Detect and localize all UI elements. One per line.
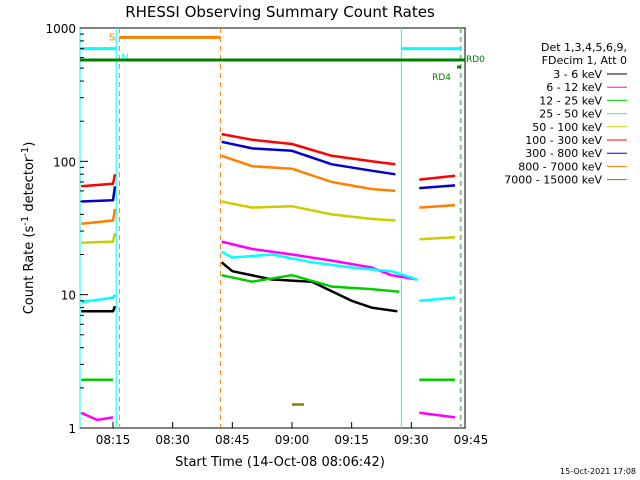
series-line [81,232,117,245]
x-tick-label: 09:30 [394,433,429,447]
timestamp: 15-Oct-2021 17:08 [560,467,636,476]
x-tick-label: 09:00 [275,433,310,447]
series-line [419,203,456,209]
legend-entry-label: 300 - 800 keV [525,147,602,160]
y-tick-label: 100 [53,155,76,169]
y-label-part: Count Rate (s [22,226,37,315]
series-line [419,174,456,181]
legend-header-line: FDecim 1, Att 0 [542,54,627,67]
series-line [221,240,418,281]
series-line [81,293,117,304]
svg-text:Count Rate (s-1 detector-1): Count Rate (s-1 detector-1) [20,142,37,315]
legend-entry-label: 3 - 6 keV [553,68,602,81]
legend-entry-label: 12 - 25 keV [539,94,602,107]
x-tick-label: 09:45 [454,433,489,447]
state-bars: SN RD0 RD4 [80,32,485,83]
state-bar-label: N [121,53,128,64]
x-tick-label: 08:15 [96,433,131,447]
axis-ticks: 08:15 08:30 08:45 09:00 09:15 09:30 09:45 1 10 10… [45,22,488,447]
plot-frame [79,27,466,429]
state-bar-label: S [109,32,115,43]
y-tick-label: 10 [61,289,76,303]
series-line [221,200,396,222]
x-tick-label: 08:45 [215,433,250,447]
mode-boundary-lines [79,28,462,428]
legend-entry-label: 50 - 100 keV [532,121,602,134]
chart-title: RHESSI Observing Summary Count Rates [125,3,435,21]
legend-entry-label: 100 - 300 keV [525,134,602,147]
x-axis-label: Start Time (14-Oct-08 08:06:42) [175,455,385,470]
legend-header-line: Det 1,3,4,5,6,9, [541,41,627,54]
y-axis-label: Count Rate (s-1 detector-1) [20,142,37,315]
state-bar-label: RD4 [432,73,451,83]
legend-entry-label: 7000 - 15000 keV [504,174,602,187]
series-lines [80,132,456,422]
y-label-sup: -1 [20,147,31,157]
state-bar-label: RD0 [466,55,485,65]
series-line [221,250,418,281]
legend: Det 1,3,4,5,6,9, FDecim 1, Att 0 3 - 6 k… [504,41,627,187]
x-tick-label: 08:30 [155,433,190,447]
y-label-part: ) [22,142,37,147]
y-tick-label: 1000 [45,22,76,36]
series-line [419,235,456,241]
series-line [221,154,396,193]
x-tick-label: 09:15 [334,433,369,447]
series-line [81,174,117,188]
legend-entry-label: 6 - 12 keV [546,81,602,94]
y-tick-label: 1 [68,422,76,436]
series-line [221,140,396,176]
series-line [221,273,400,294]
y-label-sup: -1 [20,216,31,226]
legend-entry-label: 800 - 7000 keV [518,160,602,173]
series-line [419,184,456,190]
y-label-part: detector [22,156,37,216]
series-line [419,296,456,303]
series-line [80,411,114,422]
legend-entry-label: 25 - 50 keV [539,108,602,121]
series-line [81,208,117,226]
series-line [419,411,456,419]
series-line [81,186,117,203]
series-line [81,305,117,313]
series-line [221,132,396,166]
